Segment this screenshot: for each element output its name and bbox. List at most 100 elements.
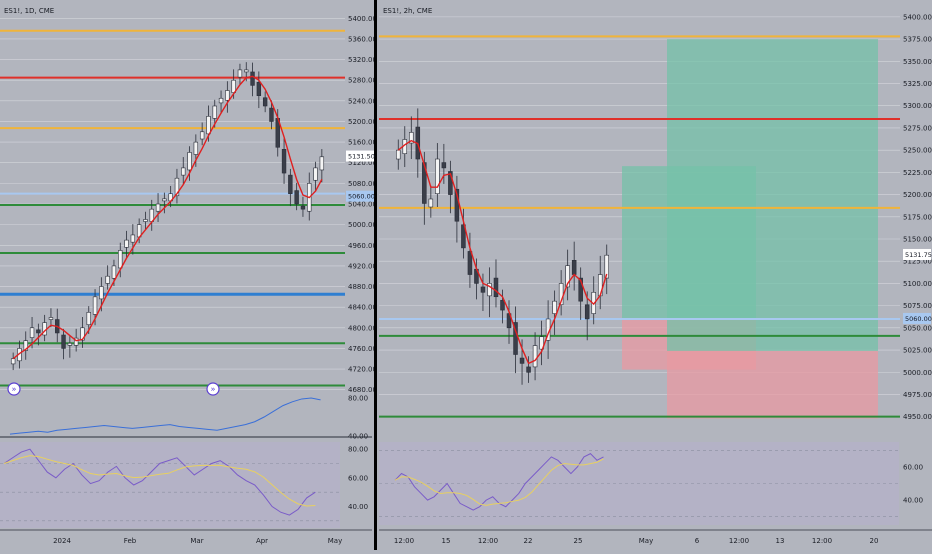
twohour-candle (493, 277, 499, 298)
daily-candle (48, 317, 54, 320)
twohour-candle (584, 304, 590, 320)
daily-candle (281, 149, 287, 174)
daily-candle (67, 342, 73, 346)
indicator-axis-label: 80.00 (348, 395, 368, 403)
price-axis-label-left: 5000.00 (348, 221, 377, 229)
daily-candle (99, 286, 104, 300)
time-axis-label-right: 12:00 (394, 537, 414, 545)
chart-title-right: ES1!, 2h, CME (383, 7, 432, 15)
daily-candle (29, 327, 35, 338)
daily-candle (61, 334, 66, 349)
stop-zone (667, 350, 878, 419)
twohour-candle (526, 366, 531, 373)
price-axis-label-right: 5050.00 (903, 324, 932, 332)
daily-candle (36, 329, 41, 334)
time-axis-label-left: Apr (256, 537, 268, 545)
daily-candle (130, 234, 136, 243)
rsi-ma-line (394, 458, 604, 506)
daily-candle (288, 174, 293, 194)
price-axis-label-left: 5240.00 (348, 97, 377, 105)
daily-candle (319, 156, 325, 171)
price-axis-label-left: 5040.00 (348, 201, 377, 209)
daily-candle (250, 71, 255, 86)
time-axis-label-right: 12:00 (812, 537, 832, 545)
daily-candle (143, 219, 148, 222)
event-marker (206, 382, 220, 396)
time-axis-label-left: 2024 (53, 537, 71, 545)
daily-candle (212, 105, 217, 119)
time-axis-label-left: Mar (190, 537, 203, 545)
price-axis-label-left: 4680.00 (348, 386, 377, 394)
daily-candle (80, 327, 85, 341)
moving-average-line (397, 139, 608, 365)
rsi-ma-line (3, 455, 316, 507)
daily-candle (187, 152, 192, 171)
price-axis-label-right: 4950.00 (903, 413, 932, 421)
time-axis-label-right: 13 (776, 537, 785, 545)
time-axis-label-right: 6 (695, 537, 700, 545)
daily-candle (105, 275, 110, 284)
twohour-candle (565, 265, 570, 288)
price-axis-label-left: 5280.00 (348, 77, 377, 85)
daily-candle (10, 358, 16, 365)
price-axis-label-right: 5375.00 (903, 36, 932, 44)
time-axis-label-left: Feb (124, 537, 137, 545)
daily-candle (300, 205, 306, 210)
last-price-tag-left-bg (346, 150, 374, 162)
event-marker (7, 382, 21, 396)
price-axis-label-right: 5175.00 (903, 213, 932, 221)
twohour-candle (487, 283, 492, 297)
indicator-line (9, 397, 321, 435)
daily-candle (256, 81, 262, 96)
time-axis-label-left: May (328, 537, 342, 545)
twohour-candle (500, 299, 505, 311)
daily-candle (181, 167, 186, 176)
twohour-candle (578, 277, 583, 302)
rsi-line (3, 448, 316, 516)
twohour-candle (409, 132, 414, 144)
daily-candle (237, 69, 243, 78)
daily-candle (174, 177, 180, 197)
daily-candle (92, 296, 98, 315)
rsi-axis-label-right: 60.00 (903, 463, 923, 471)
level-tag-left-bg (346, 190, 374, 202)
price-axis-label-left: 4960.00 (348, 242, 377, 250)
time-axis-label-right: 12:00 (478, 537, 498, 545)
twohour-candle (571, 260, 577, 275)
price-axis-label-left: 5360.00 (348, 35, 377, 43)
price-axis-label-right: 5225.00 (903, 169, 932, 177)
price-axis-label-left: 4760.00 (348, 345, 377, 353)
twohour-candle (552, 300, 557, 314)
daily-candle (86, 312, 91, 325)
twohour-candle (448, 171, 453, 195)
price-axis-label-right: 5250.00 (903, 147, 932, 155)
price-axis-label-right: 5325.00 (903, 80, 932, 88)
price-axis-label-right: 5100.00 (903, 280, 932, 288)
last-price-tag-right-bg (903, 248, 931, 260)
event-marker-glyph: » (12, 385, 17, 394)
daily-candle (73, 337, 79, 346)
twohour-candle (467, 251, 473, 275)
rsi-band-left (0, 442, 340, 528)
twohour-candle (539, 336, 544, 350)
daily-candle (225, 90, 230, 101)
twohour-candle (396, 149, 401, 160)
price-axis-label-right: 5025.00 (903, 347, 932, 355)
price-axis-label-right: 5000.00 (903, 369, 932, 377)
twohour-candle (513, 322, 518, 355)
daily-candle (262, 97, 268, 107)
twohour-candle (461, 224, 466, 249)
twohour-candle (441, 162, 447, 169)
daily-candle (199, 131, 205, 140)
rsi-axis-label-left: 60.00 (348, 474, 368, 482)
price-axis-label-left: 4920.00 (348, 262, 377, 270)
price-axis-label-left: 4880.00 (348, 283, 377, 291)
price-axis-label-right: 4975.00 (903, 391, 932, 399)
price-axis-label-right: 5400.00 (903, 13, 932, 21)
rsi-axis-label-left: 80.00 (348, 446, 368, 454)
last-price-tag-left: 5131.50 (348, 153, 375, 161)
daily-candle (313, 167, 318, 181)
twohour-candle (428, 198, 434, 208)
daily-candle (244, 69, 249, 73)
